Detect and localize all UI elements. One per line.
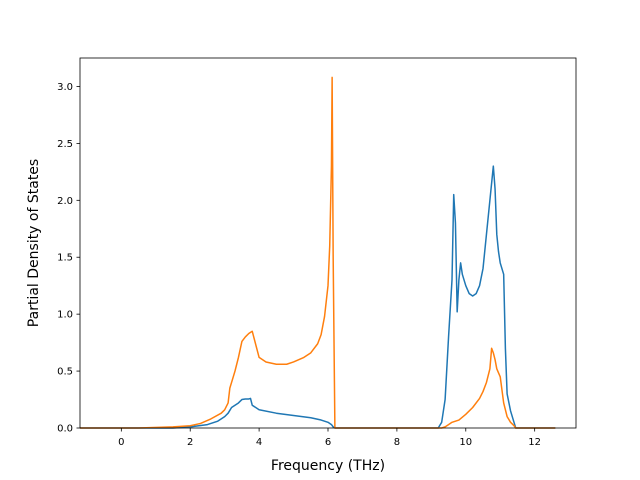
series-line-2 [80, 76, 556, 429]
x-tick-label: 4 [256, 437, 262, 448]
x-tick-label: 10 [459, 437, 472, 448]
plot-lines [80, 76, 556, 429]
y-tick-label: 0.5 [57, 367, 73, 378]
y-tick-label: 1.0 [57, 310, 73, 321]
x-tick-label: 12 [528, 437, 541, 448]
x-tick-label: 2 [187, 437, 193, 448]
y-tick-label: 1.5 [57, 253, 73, 264]
x-tick-label: 0 [118, 437, 124, 448]
x-axis-ticks: 0 2 4 6 8 10 12 [118, 428, 541, 448]
plot-frame [79, 57, 577, 429]
y-axis-ticks: 0.0 0.5 1.0 1.5 2.0 2.5 3.0 [57, 82, 80, 435]
x-tick-label: 8 [394, 437, 400, 448]
y-tick-label: 2.5 [57, 139, 73, 150]
y-axis-label: Partial Density of States [26, 159, 42, 327]
x-tick-label: 6 [325, 437, 331, 448]
y-tick-label: 0.0 [57, 424, 73, 435]
y-tick-label: 3.0 [57, 82, 73, 93]
y-tick-label: 2.0 [57, 196, 73, 207]
series-line-1 [80, 165, 556, 429]
x-axis-label: Frequency (THz) [271, 458, 385, 474]
